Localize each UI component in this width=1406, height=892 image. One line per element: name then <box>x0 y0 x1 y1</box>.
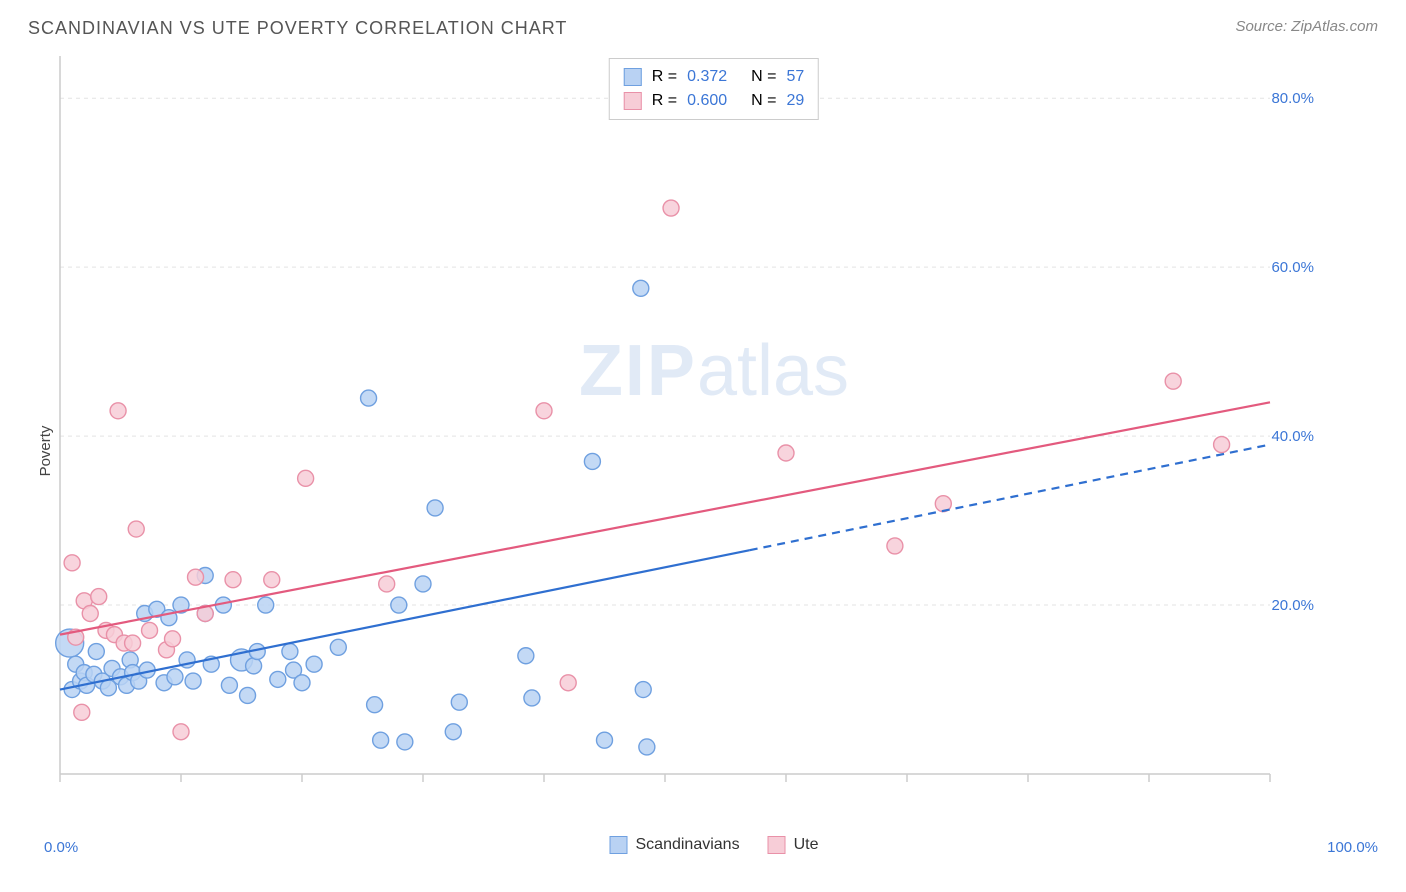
bottom-legend: Scandinavians Ute <box>610 836 819 854</box>
source-label: Source: ZipAtlas.com <box>1235 18 1378 35</box>
correlation-stat-box: R =0.372N =57R =0.600N =29 <box>609 58 819 120</box>
legend-item: Scandinavians <box>610 836 740 854</box>
svg-text:20.0%: 20.0% <box>1271 597 1314 614</box>
legend-swatch <box>624 92 642 110</box>
legend-swatch <box>624 68 642 86</box>
chart-title: SCANDINAVIAN VS UTE POVERTY CORRELATION … <box>28 18 567 39</box>
legend-swatch <box>610 836 628 854</box>
svg-text:60.0%: 60.0% <box>1271 259 1314 276</box>
x-axis-min-label: 0.0% <box>44 839 78 856</box>
svg-text:40.0%: 40.0% <box>1271 428 1314 445</box>
legend-item: Ute <box>768 836 819 854</box>
legend-swatch <box>768 836 786 854</box>
svg-text:80.0%: 80.0% <box>1271 90 1314 107</box>
chart-area: Poverty ZIPatlas 20.0%40.0%60.0%80.0% R … <box>50 50 1378 852</box>
stat-row: R =0.600N =29 <box>624 89 804 113</box>
y-axis-label: Poverty <box>37 426 54 477</box>
x-axis-max-label: 100.0% <box>1327 839 1378 856</box>
legend-label: Scandinavians <box>636 836 740 854</box>
stat-row: R =0.372N =57 <box>624 65 804 89</box>
scatter-plot-svg: 20.0% 40.0% 60.0% 80.0% <box>50 50 1330 810</box>
legend-label: Ute <box>794 836 819 854</box>
